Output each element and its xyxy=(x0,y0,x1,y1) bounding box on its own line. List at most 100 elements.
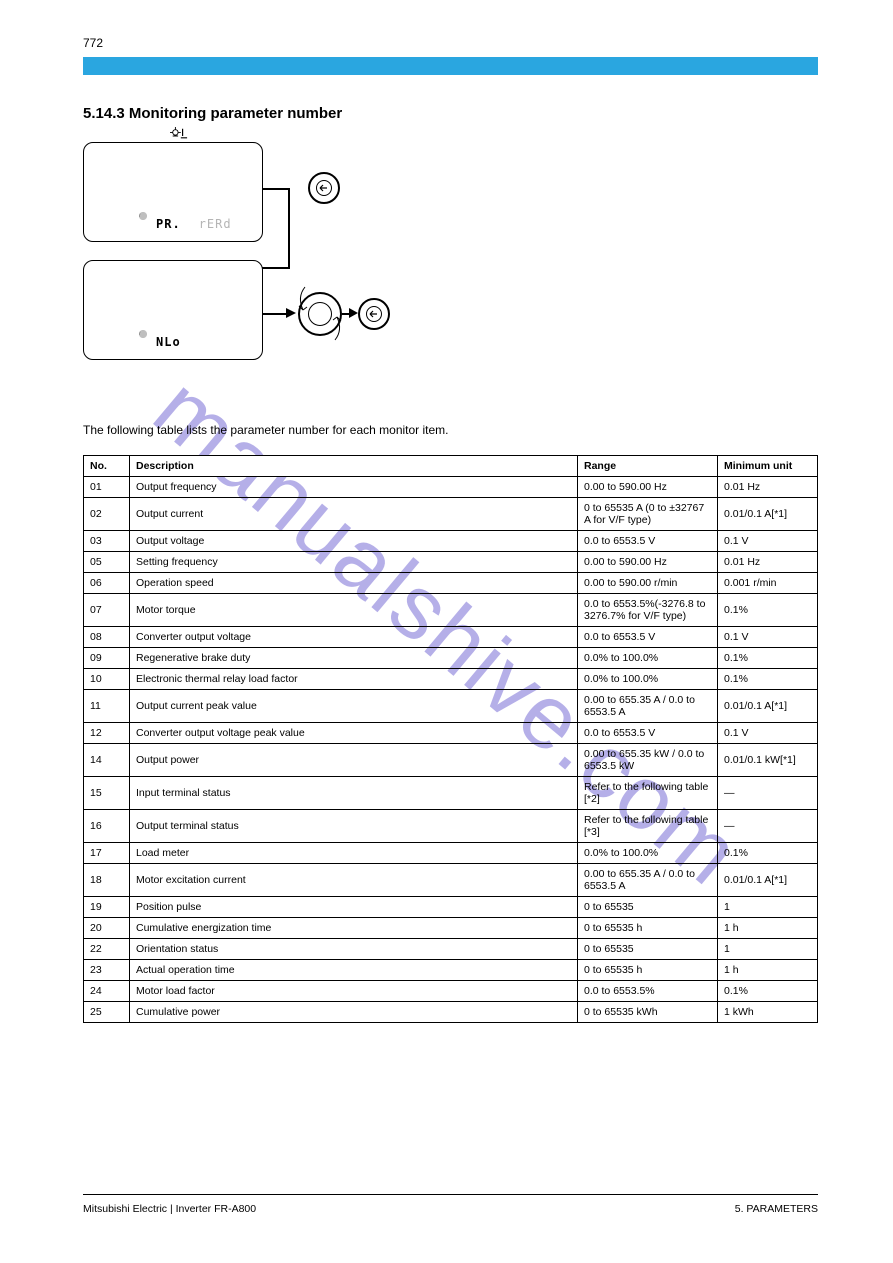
table-cell: 0.01/0.1 kW[*1] xyxy=(718,744,818,777)
table-cell: Output frequency xyxy=(130,477,578,498)
table-cell: 14 xyxy=(84,744,130,777)
table-row: 23Actual operation time0 to 65535 h1 h xyxy=(84,960,818,981)
table-row: 14Output power0.00 to 655.35 kW / 0.0 to… xyxy=(84,744,818,777)
table-cell: 0.00 to 655.35 A / 0.0 to 6553.5 A xyxy=(578,690,718,723)
table-cell: 0.1 V xyxy=(718,723,818,744)
table-cell: 0 to 65535 xyxy=(578,939,718,960)
box1-left-text: PR. xyxy=(156,217,181,231)
table-row: 17Load meter0.0% to 100.0%0.1% xyxy=(84,843,818,864)
table-cell: 0.0% to 100.0% xyxy=(578,648,718,669)
table-row: 06Operation speed0.00 to 590.00 r/min0.0… xyxy=(84,573,818,594)
table-row: 19Position pulse0 to 655351 xyxy=(84,897,818,918)
table-row: 03Output voltage0.0 to 6553.5 V0.1 V xyxy=(84,531,818,552)
table-cell: Motor excitation current xyxy=(130,864,578,897)
table-cell: 24 xyxy=(84,981,130,1002)
table-cell: 0.00 to 655.35 A / 0.0 to 6553.5 A xyxy=(578,864,718,897)
table-cell: Load meter xyxy=(130,843,578,864)
connector-line xyxy=(263,313,286,315)
intro-text: The following table lists the parameter … xyxy=(83,422,449,439)
table-cell: 0.0 to 6553.5%(-3276.8 to 3276.7% for V/… xyxy=(578,594,718,627)
table-cell: 0 to 65535 h xyxy=(578,918,718,939)
table-row: 07Motor torque0.0 to 6553.5%(-3276.8 to … xyxy=(84,594,818,627)
table-cell: 0.1% xyxy=(718,669,818,690)
page-number-top: 772 xyxy=(83,36,103,50)
box2-text: NLo xyxy=(156,335,181,349)
table-row: 22Orientation status0 to 655351 xyxy=(84,939,818,960)
table-cell: 0.01 Hz xyxy=(718,477,818,498)
table-cell: Converter output voltage xyxy=(130,627,578,648)
table-row: 05Setting frequency0.00 to 590.00 Hz0.01… xyxy=(84,552,818,573)
enter-icon xyxy=(368,308,380,320)
display-box-1: PR. rERd xyxy=(83,142,263,242)
header-bar xyxy=(83,57,818,75)
table-cell: — xyxy=(718,777,818,810)
table-cell: 10 xyxy=(84,669,130,690)
table-row: 18Motor excitation current0.00 to 655.35… xyxy=(84,864,818,897)
table-row: 24Motor load factor0.0 to 6553.5%0.1% xyxy=(84,981,818,1002)
table-cell: 15 xyxy=(84,777,130,810)
col-header-no: No. xyxy=(84,456,130,477)
table-cell: 0.01 Hz xyxy=(718,552,818,573)
box1-right-text: rERd xyxy=(199,217,232,231)
table-row: 15Input terminal statusRefer to the foll… xyxy=(84,777,818,810)
table-header-row: No. Description Range Minimum unit xyxy=(84,456,818,477)
enter-button-1 xyxy=(308,172,340,204)
table-cell: 0 to 65535 xyxy=(578,897,718,918)
enter-button-2 xyxy=(358,298,390,330)
spinner-icon-1 xyxy=(132,213,154,235)
enter-icon xyxy=(318,182,330,194)
table-cell: Motor load factor xyxy=(130,981,578,1002)
table-cell: 1 xyxy=(718,897,818,918)
table-cell: Position pulse xyxy=(130,897,578,918)
table-cell: 0.1% xyxy=(718,843,818,864)
table-cell: 0 to 65535 h xyxy=(578,960,718,981)
col-header-range: Range xyxy=(578,456,718,477)
table-cell: 1 h xyxy=(718,960,818,981)
table-cell: 0.01/0.1 A[*1] xyxy=(718,690,818,723)
table-cell: Orientation status xyxy=(130,939,578,960)
table-cell: Output current xyxy=(130,498,578,531)
table-cell: 01 xyxy=(84,477,130,498)
footer-line xyxy=(83,1194,818,1195)
setup-icon xyxy=(170,127,188,140)
table-cell: Regenerative brake duty xyxy=(130,648,578,669)
table-cell: Cumulative power xyxy=(130,1002,578,1023)
table-cell: Input terminal status xyxy=(130,777,578,810)
connector-line xyxy=(288,188,290,268)
table-cell: Converter output voltage peak value xyxy=(130,723,578,744)
table-cell: Refer to the following table [*2] xyxy=(578,777,718,810)
table-cell: 09 xyxy=(84,648,130,669)
table-cell: 02 xyxy=(84,498,130,531)
table-row: 16Output terminal statusRefer to the fol… xyxy=(84,810,818,843)
table-cell: 0.0 to 6553.5 V xyxy=(578,531,718,552)
table-cell: 18 xyxy=(84,864,130,897)
footer-right: 5. PARAMETERS xyxy=(735,1203,818,1215)
table-cell: 1 h xyxy=(718,918,818,939)
table-cell: 0.0 to 6553.5 V xyxy=(578,723,718,744)
table-cell: Output current peak value xyxy=(130,690,578,723)
table-cell: 20 xyxy=(84,918,130,939)
table-cell: 08 xyxy=(84,627,130,648)
table-cell: 07 xyxy=(84,594,130,627)
table-cell: Operation speed xyxy=(130,573,578,594)
section-heading: 5.14.3 Monitoring parameter number xyxy=(83,105,342,122)
table-cell: 0.0 to 6553.5 V xyxy=(578,627,718,648)
table-cell: 1 xyxy=(718,939,818,960)
footer-left: Mitsubishi Electric | Inverter FR-A800 xyxy=(83,1203,256,1215)
table-row: 02Output current0 to 65535 A (0 to ±3276… xyxy=(84,498,818,531)
table-row: 10Electronic thermal relay load factor0.… xyxy=(84,669,818,690)
table-cell: Cumulative energization time xyxy=(130,918,578,939)
table-cell: 19 xyxy=(84,897,130,918)
table-cell: 0.001 r/min xyxy=(718,573,818,594)
table-row: 25Cumulative power0 to 65535 kWh1 kWh xyxy=(84,1002,818,1023)
table-cell: 0.1 V xyxy=(718,627,818,648)
table-cell: 0.0% to 100.0% xyxy=(578,669,718,690)
table-cell: 0.00 to 590.00 Hz xyxy=(578,477,718,498)
table-cell: 12 xyxy=(84,723,130,744)
table-row: 01Output frequency0.00 to 590.00 Hz0.01 … xyxy=(84,477,818,498)
flow-diagram: PR. rERd xyxy=(83,142,403,412)
table-cell: 22 xyxy=(84,939,130,960)
table-row: 12Converter output voltage peak value0.0… xyxy=(84,723,818,744)
table-row: 20Cumulative energization time0 to 65535… xyxy=(84,918,818,939)
table-cell: 0.0% to 100.0% xyxy=(578,843,718,864)
